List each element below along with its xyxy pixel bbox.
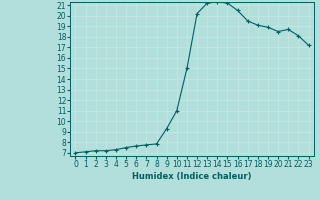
X-axis label: Humidex (Indice chaleur): Humidex (Indice chaleur) [132,172,252,181]
